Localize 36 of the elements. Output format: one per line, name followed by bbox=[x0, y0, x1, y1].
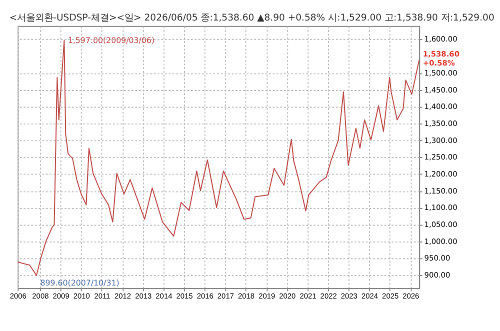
x-tick-label: 2023 bbox=[340, 292, 358, 301]
y-tick-label: 950.00 bbox=[424, 254, 451, 263]
y-tick-label: 1,100.00 bbox=[424, 203, 458, 212]
x-tick-label: 2021 bbox=[300, 292, 316, 301]
annotation: 1,538.60 +0.58% bbox=[422, 49, 460, 68]
x-tick-label: 2014 bbox=[156, 292, 172, 301]
y-tick-label: 1,200.00 bbox=[424, 169, 458, 178]
y-tick-label: 900.00 bbox=[424, 270, 451, 280]
x-tick-label: 2008 bbox=[32, 292, 49, 301]
chart-title: <서울외환-USDSP-체결><일> 2026/06/05 종:1,538.60 ▲8.90 +0.58% 시:1,529.00 고:1,538.90 저:1,529.00 bbox=[9, 12, 494, 24]
x-tick-label: 2022 bbox=[320, 292, 337, 301]
x-tick-label: 2026 bbox=[402, 292, 420, 301]
x-tick-label: 2006 bbox=[10, 292, 26, 301]
x-tick-label: 2019 bbox=[258, 292, 276, 301]
y-tick-label: 1,050.00 bbox=[424, 220, 458, 229]
y-tick-label: 1,350.00 bbox=[424, 118, 458, 128]
x-tick-label: 2017 bbox=[217, 292, 234, 301]
y-tick-label: 1,000.00 bbox=[424, 236, 458, 246]
x-tick-label: 2009 bbox=[52, 292, 70, 301]
x-tick-label: 2018 bbox=[238, 292, 255, 301]
x-tick-label: 2013 bbox=[135, 292, 152, 301]
y-tick-label: 1,400.00 bbox=[424, 102, 458, 112]
x-tick-label: 2025 bbox=[382, 292, 399, 301]
x-tick-label: 2010 bbox=[73, 292, 90, 301]
y-tick-label: 1,500.00 bbox=[424, 68, 458, 78]
y-tick-label: 1,300.00 bbox=[424, 136, 458, 145]
x-tick-label: 2015 bbox=[176, 292, 193, 301]
x-tick-label: 2011 bbox=[94, 292, 110, 301]
y-tick-label: 1,250.00 bbox=[424, 152, 458, 162]
y-tick-label: 1,150.00 bbox=[424, 186, 458, 196]
x-tick-label: 2016 bbox=[196, 292, 214, 301]
y-tick-label: 1,600.00 bbox=[424, 34, 458, 44]
x-tick-label: 2012 bbox=[114, 292, 132, 301]
y-tick-label: 1,450.00 bbox=[424, 85, 458, 94]
x-tick-label: 2024 bbox=[361, 292, 378, 301]
x-tick-label: 2020 bbox=[279, 292, 296, 301]
